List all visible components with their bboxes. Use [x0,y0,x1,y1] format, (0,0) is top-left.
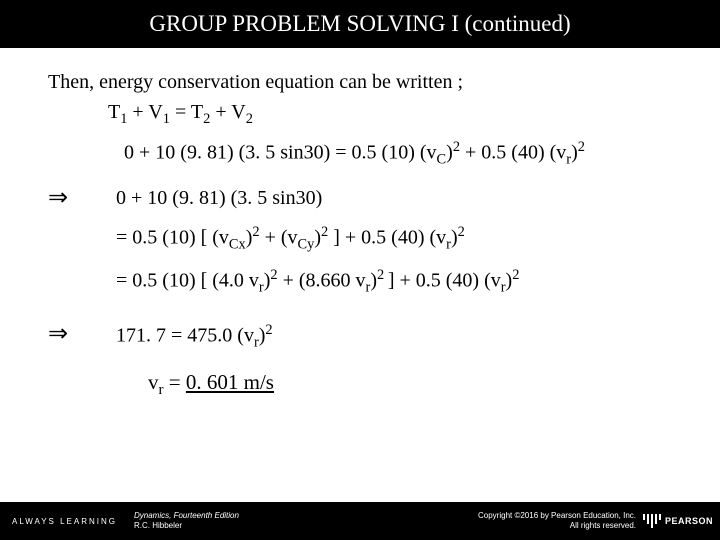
book-title: Dynamics, Fourteenth Edition [134,511,239,520]
block1-line1: 0 + 10 (9. 81) (3. 5 sin30) [116,184,680,212]
implies-icon: ⇒ [48,184,116,213]
slide-footer: ALWAYS LEARNING Dynamics, Fourteenth Edi… [0,502,720,540]
derivation-block-1: ⇒ 0 + 10 (9. 81) (3. 5 sin30) = 0.5 (10)… [48,184,680,308]
implies-icon: ⇒ [48,320,116,349]
block1-equations: 0 + 10 (9. 81) (3. 5 sin30) = 0.5 (10) [… [116,184,680,308]
energy-equation: T1 + V1 = T2 + V2 [48,98,680,129]
book-author: R.C. Hibbeler [134,521,239,531]
intro-text: Then, energy conservation equation can b… [48,68,680,96]
slide-content: Then, energy conservation equation can b… [0,48,720,402]
pearson-logo: PEARSON [642,502,720,540]
book-reference: Dynamics, Fourteenth Edition R.C. Hibbel… [130,511,239,532]
block1-line3: = 0.5 (10) [ (4.0 vr)2 + (8.660 vr)2 ] +… [116,265,680,298]
copyright-text: Copyright ©2016 by Pearson Education, In… [478,511,642,532]
block2-equation: 171. 7 = 475.0 (vr)2 [116,320,680,353]
final-result: vr = 0. 601 m/s [48,368,680,401]
equation-substituted: 0 + 10 (9. 81) (3. 5 sin30) = 0.5 (10) (… [48,137,680,170]
always-learning-label: ALWAYS LEARNING [0,517,130,526]
slide-title: GROUP PROBLEM SOLVING I (continued) [0,0,720,48]
copyright-line1: Copyright ©2016 by Pearson Education, In… [478,511,636,521]
pearson-bars-icon [643,514,661,528]
copyright-line2: All rights reserved. [478,521,636,531]
pearson-text: PEARSON [665,516,713,526]
block1-line2: = 0.5 (10) [ (vCx)2 + (vCy)2 ] + 0.5 (40… [116,222,680,255]
derivation-block-2: ⇒ 171. 7 = 475.0 (vr)2 [48,320,680,353]
